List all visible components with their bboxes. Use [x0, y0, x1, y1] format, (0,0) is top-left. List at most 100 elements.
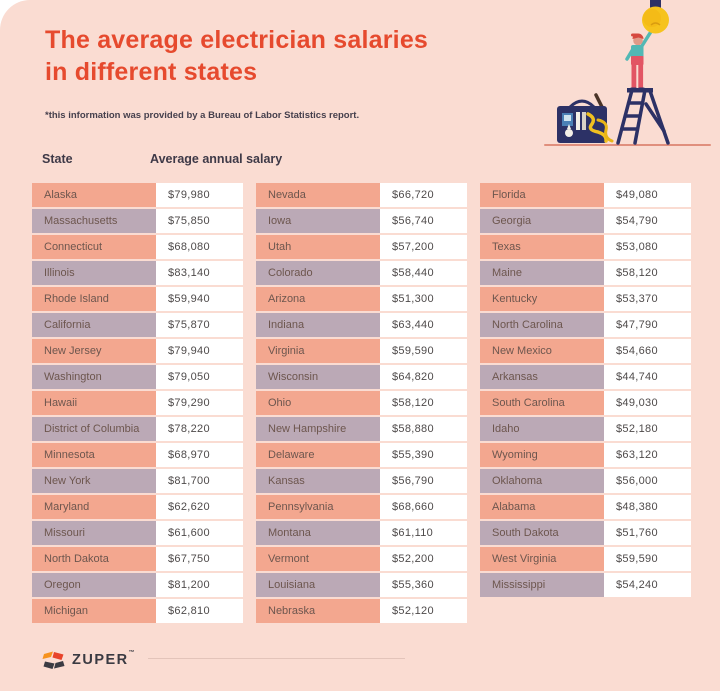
table-row: Maryland $62,620 — [32, 495, 243, 519]
state-cell: Oregon — [32, 573, 156, 597]
table-row: South Carolina $49,030 — [480, 391, 691, 415]
footer-divider — [148, 658, 405, 659]
table-row: Rhode Island $59,940 — [32, 287, 243, 311]
state-cell: Arizona — [256, 287, 380, 311]
table-row: Connecticut $68,080 — [32, 235, 243, 259]
salary-cell: $56,000 — [604, 469, 691, 493]
table-row: Indiana $63,440 — [256, 313, 467, 337]
salary-cell: $81,700 — [156, 469, 243, 493]
state-cell: Alabama — [480, 495, 604, 519]
table-row: Oregon $81,200 — [32, 573, 243, 597]
state-cell: Minnesota — [32, 443, 156, 467]
table-row: Kentucky $53,370 — [480, 287, 691, 311]
table-row: Michigan $62,810 — [32, 599, 243, 623]
state-cell: Wyoming — [480, 443, 604, 467]
salary-cell: $58,880 — [380, 417, 467, 441]
state-cell: Illinois — [32, 261, 156, 285]
salary-cell: $52,200 — [380, 547, 467, 571]
table-row: Nebraska $52,120 — [256, 599, 467, 623]
table-row: Virginia $59,590 — [256, 339, 467, 363]
state-cell: Massachusetts — [32, 209, 156, 233]
state-cell: California — [32, 313, 156, 337]
salary-cell: $57,200 — [380, 235, 467, 259]
salary-cell: $75,870 — [156, 313, 243, 337]
electrician-figure — [625, 26, 656, 91]
state-cell: New Jersey — [32, 339, 156, 363]
state-cell: Michigan — [32, 599, 156, 623]
table-row: Maine $58,120 — [480, 261, 691, 285]
table-row: Vermont $52,200 — [256, 547, 467, 571]
state-cell: Kansas — [256, 469, 380, 493]
state-cell: Nebraska — [256, 599, 380, 623]
salary-cell: $58,120 — [380, 391, 467, 415]
state-cell: Missouri — [32, 521, 156, 545]
table-row: South Dakota $51,760 — [480, 521, 691, 545]
state-cell: Arkansas — [480, 365, 604, 389]
table-row: Montana $61,110 — [256, 521, 467, 545]
source-note: *this information was provided by a Bure… — [45, 110, 360, 121]
table-row: Colorado $58,440 — [256, 261, 467, 285]
table-row: Louisiana $55,360 — [256, 573, 467, 597]
state-cell: North Carolina — [480, 313, 604, 337]
salary-cell: $54,240 — [604, 573, 691, 597]
state-cell: Florida — [480, 183, 604, 207]
table-row: Utah $57,200 — [256, 235, 467, 259]
salary-cell: $49,030 — [604, 391, 691, 415]
table-column: Alaska $79,980 Massachusetts $75,850 Connect… — [32, 183, 243, 623]
salary-cell: $79,940 — [156, 339, 243, 363]
trademark-symbol: ™ — [128, 650, 135, 656]
state-cell: Alaska — [32, 183, 156, 207]
table-row: Pennsylvania $68,660 — [256, 495, 467, 519]
salary-cell: $56,740 — [380, 209, 467, 233]
state-cell: Kentucky — [480, 287, 604, 311]
table-row: Oklahoma $56,000 — [480, 469, 691, 493]
state-cell: Montana — [256, 521, 380, 545]
state-cell: Delaware — [256, 443, 380, 467]
state-cell: Ohio — [256, 391, 380, 415]
state-cell: North Dakota — [32, 547, 156, 571]
table-row: District of Columbia $78,220 — [32, 417, 243, 441]
table-row: Iowa $56,740 — [256, 209, 467, 233]
table-row: Minnesota $68,970 — [32, 443, 243, 467]
salary-cell: $51,300 — [380, 287, 467, 311]
salary-cell: $66,720 — [380, 183, 467, 207]
salary-cell: $75,850 — [156, 209, 243, 233]
salary-cell: $54,660 — [604, 339, 691, 363]
table-row: Kansas $56,790 — [256, 469, 467, 493]
salary-cell: $49,080 — [604, 183, 691, 207]
state-cell: District of Columbia — [32, 417, 156, 441]
table-row: Texas $53,080 — [480, 235, 691, 259]
state-cell: Pennsylvania — [256, 495, 380, 519]
state-cell: New Mexico — [480, 339, 604, 363]
salary-column-header: Average annual salary — [150, 152, 283, 166]
state-cell: Oklahoma — [480, 469, 604, 493]
table-row: Idaho $52,180 — [480, 417, 691, 441]
table-row: Wyoming $63,120 — [480, 443, 691, 467]
salary-cell: $79,050 — [156, 365, 243, 389]
table-row: New Jersey $79,940 — [32, 339, 243, 363]
state-column-header: State — [42, 152, 73, 166]
table-row: Wisconsin $64,820 — [256, 365, 467, 389]
table-row: Alabama $48,380 — [480, 495, 691, 519]
salary-cell: $53,080 — [604, 235, 691, 259]
table-row: Florida $49,080 — [480, 183, 691, 207]
table-row: New Hampshire $58,880 — [256, 417, 467, 441]
table-row: Ohio $58,120 — [256, 391, 467, 415]
salary-cell: $61,110 — [380, 521, 467, 545]
brand-footer: ZUPER™ — [42, 646, 135, 674]
state-cell: Nevada — [256, 183, 380, 207]
state-cell: Maine — [480, 261, 604, 285]
salary-table: Alaska $79,980 Massachusetts $75,850 Connect… — [32, 183, 691, 623]
table-row: Nevada $66,720 — [256, 183, 467, 207]
salary-cell: $62,620 — [156, 495, 243, 519]
state-cell: Hawaii — [32, 391, 156, 415]
salary-cell: $67,750 — [156, 547, 243, 571]
salary-cell: $55,360 — [380, 573, 467, 597]
table-row: Mississippi $54,240 — [480, 573, 691, 597]
state-cell: Georgia — [480, 209, 604, 233]
salary-cell: $53,370 — [604, 287, 691, 311]
state-cell: Texas — [480, 235, 604, 259]
state-cell: Iowa — [256, 209, 380, 233]
state-cell: South Carolina — [480, 391, 604, 415]
